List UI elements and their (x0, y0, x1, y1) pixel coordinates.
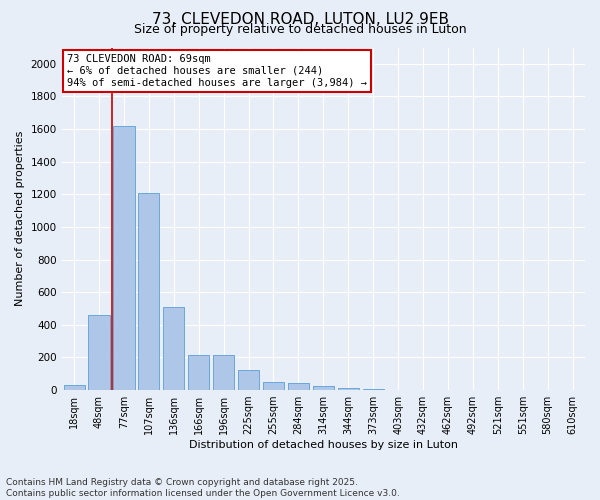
Bar (263, 382, 284, 390)
X-axis label: Distribution of detached houses by size in Luton: Distribution of detached houses by size … (189, 440, 458, 450)
Bar (138, 192, 160, 390)
Text: Size of property relative to detached houses in Luton: Size of property relative to detached ho… (134, 22, 466, 36)
Bar (64, 385, 85, 390)
Text: 73, CLEVEDON ROAD, LUTON, LU2 9EB: 73, CLEVEDON ROAD, LUTON, LU2 9EB (151, 12, 449, 28)
Bar (288, 382, 309, 390)
Bar (188, 355, 209, 390)
Bar (213, 355, 234, 390)
Bar (313, 386, 334, 390)
Bar (88, 315, 110, 390)
Text: Contains HM Land Registry data © Crown copyright and database right 2025.
Contai: Contains HM Land Registry data © Crown c… (6, 478, 400, 498)
Text: 73 CLEVEDON ROAD: 69sqm
← 6% of detached houses are smaller (244)
94% of semi-de: 73 CLEVEDON ROAD: 69sqm ← 6% of detached… (67, 54, 367, 88)
Bar (338, 388, 359, 390)
Bar (362, 389, 384, 390)
Bar (238, 370, 259, 390)
Bar (163, 307, 184, 390)
Y-axis label: Number of detached properties: Number of detached properties (15, 131, 25, 306)
Bar (113, 126, 134, 390)
